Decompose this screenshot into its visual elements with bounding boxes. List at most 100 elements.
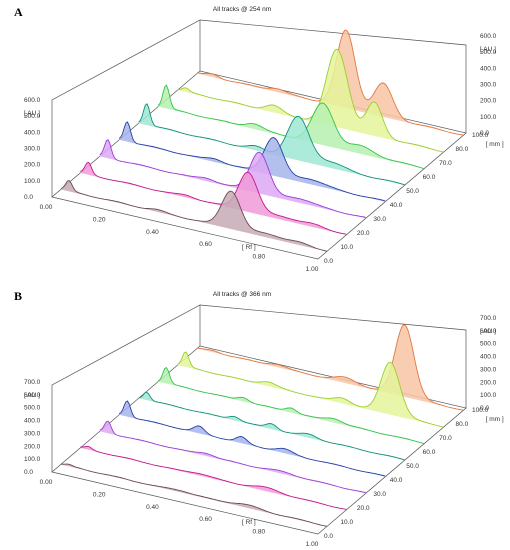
series-6-area xyxy=(158,85,425,169)
left-au-axis-label: [ AU ] xyxy=(24,392,40,399)
right-au-axis-label: [ AU ] xyxy=(480,328,496,335)
rf-tick-label: 0.00 xyxy=(40,479,53,486)
right-au-tick-label: 500.0 xyxy=(480,49,497,56)
series-2-area xyxy=(80,446,347,510)
right-au-tick-label: 200.0 xyxy=(480,379,497,386)
track-tick-label: 20.0 xyxy=(357,230,370,237)
right-au-tick-label: 300.0 xyxy=(480,366,497,373)
rf-axis-label: [ Rf ] xyxy=(242,519,256,526)
track-tick-label: 30.0 xyxy=(373,491,386,498)
track-tick-label: 100.0 xyxy=(472,132,489,139)
rf-tick-label: 0.60 xyxy=(199,241,212,248)
left-au-tick-label: 0.0 xyxy=(24,194,33,201)
left-au-tick-label: 600.0 xyxy=(24,392,41,399)
right-au-tick-label: 400.0 xyxy=(480,65,497,72)
right-au-axis-label: [ AU ] xyxy=(480,46,496,53)
chart-b-title: All tracks @ 366 nm xyxy=(213,291,271,298)
track-axis-label: [ mm ] xyxy=(486,141,504,148)
track-tick-label: 50.0 xyxy=(406,463,419,470)
track-tick-label: 50.0 xyxy=(406,188,419,195)
floor-plane xyxy=(51,345,467,535)
left-au-tick-label: 700.0 xyxy=(24,379,41,386)
rf-tick-label: 1.00 xyxy=(306,541,319,548)
series-8-area xyxy=(197,30,464,136)
rf-tick-label: 0.40 xyxy=(146,229,159,236)
rf-tick-label: 0.80 xyxy=(252,529,265,536)
series-5-line xyxy=(138,391,405,461)
right-au-tick-label: 700.0 xyxy=(480,315,497,322)
series-1-area xyxy=(60,180,327,252)
series-7-line xyxy=(177,48,444,153)
right-au-tick-label: 200.0 xyxy=(480,98,497,105)
rf-axis-label: [ Rf ] xyxy=(242,244,256,251)
series-7-area xyxy=(177,49,444,153)
back-wall-left xyxy=(51,304,201,472)
right-au-tick-label: 0.0 xyxy=(480,130,489,137)
track-tick-label: 10.0 xyxy=(340,244,353,251)
series-7-line xyxy=(177,351,444,428)
rf-tick-label: 0.20 xyxy=(93,491,106,498)
chart-panel-b: All tracks @ 366 nm 0.00 0.20 0.40 0.60 0.80… xyxy=(24,291,504,548)
track-tick-label: 30.0 xyxy=(373,216,386,223)
rf-tick-label: 1.00 xyxy=(306,266,319,273)
right-au-tick-label: 0.0 xyxy=(480,405,489,412)
back-wall-right xyxy=(199,304,467,408)
track-tick-label: 0.0 xyxy=(324,533,333,540)
rf-tick-label: 0.40 xyxy=(146,504,159,511)
left-au-tick-label: 200.0 xyxy=(24,443,41,450)
series-8-line xyxy=(196,324,464,411)
left-au-tick-label: 300.0 xyxy=(24,430,41,437)
left-au-tick-label: 400.0 xyxy=(24,418,41,425)
left-au-tick-label: 300.0 xyxy=(24,146,41,153)
series-7-area xyxy=(177,352,444,428)
right-au-tick-label: 300.0 xyxy=(480,82,497,89)
series-2-line xyxy=(80,445,347,510)
track-tick-label: 0.0 xyxy=(324,258,333,265)
left-au-tick-label: 600.0 xyxy=(24,97,41,104)
track-tick-label: 10.0 xyxy=(340,519,353,526)
panel-b-label: B xyxy=(14,289,22,303)
track-tick-label: 40.0 xyxy=(390,202,403,209)
right-au-tick-label: 600.0 xyxy=(480,33,497,40)
series-6-line xyxy=(157,366,425,445)
left-au-tick-label: 200.0 xyxy=(24,162,41,169)
track-tick-label: 70.0 xyxy=(439,160,452,167)
left-au-tick-label: 0.0 xyxy=(24,469,33,476)
series-5-area xyxy=(138,103,405,186)
left-au-axis-label: [ AU ] xyxy=(24,110,40,117)
track-tick-label: 60.0 xyxy=(423,449,436,456)
track-tick-label: 70.0 xyxy=(439,435,452,442)
track-tick-label: 100.0 xyxy=(472,407,489,414)
left-au-tick-label: 500.0 xyxy=(24,405,41,412)
left-au-tick-label: 400.0 xyxy=(24,129,41,136)
rf-tick-label: 0.20 xyxy=(93,216,106,223)
back-wall-right xyxy=(199,19,467,133)
left-au-tick-label: 100.0 xyxy=(24,178,41,185)
track-axis-label: [ mm ] xyxy=(486,416,504,423)
left-au-tick-label: 500.0 xyxy=(24,113,41,120)
right-au-tick-label: 100.0 xyxy=(480,392,497,399)
right-au-tick-label: 100.0 xyxy=(480,114,497,121)
track-tick-label: 20.0 xyxy=(357,505,370,512)
back-wall-left xyxy=(51,19,201,197)
series-5-area xyxy=(138,392,405,461)
track-tick-label: 40.0 xyxy=(390,477,403,484)
series-3-line xyxy=(99,420,366,493)
chart-a-title: All tracks @ 254 nm xyxy=(213,6,271,13)
panel-a-label: A xyxy=(14,5,23,19)
series-3-line xyxy=(99,139,366,218)
track-tick-label: 80.0 xyxy=(456,146,469,153)
rf-tick-label: 0.00 xyxy=(40,204,53,211)
series-2-area xyxy=(80,162,347,235)
series-1-line xyxy=(60,463,327,527)
series-4-line xyxy=(118,400,386,477)
series-1-line xyxy=(60,180,328,252)
left-au-tick-label: 100.0 xyxy=(24,456,41,463)
rf-tick-label: 0.60 xyxy=(199,516,212,523)
floor-plane xyxy=(51,70,467,260)
rf-tick-label: 0.80 xyxy=(252,254,265,261)
right-au-tick-label: 500.0 xyxy=(480,341,497,348)
track-tick-label: 80.0 xyxy=(456,421,469,428)
series-2-line xyxy=(80,161,347,235)
